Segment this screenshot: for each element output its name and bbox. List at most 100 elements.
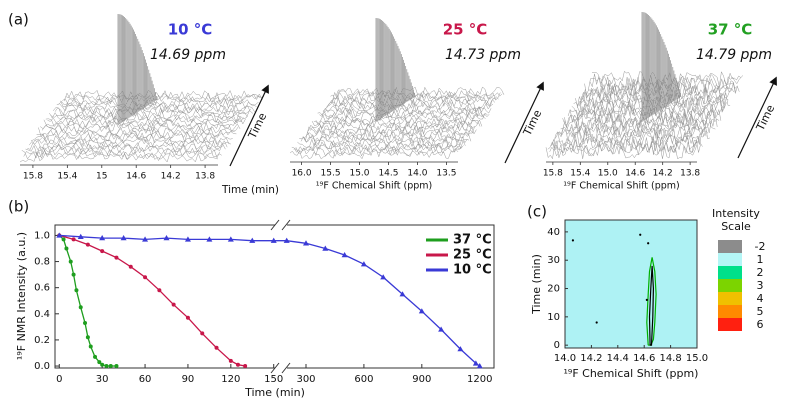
noise-trace <box>65 89 265 101</box>
scale-swatch <box>718 253 742 266</box>
noise-trace <box>21 149 221 160</box>
data-point <box>88 344 93 349</box>
time-arrow <box>229 84 269 167</box>
noise-trace <box>324 101 494 113</box>
x-tick-label: 14.2 <box>653 169 673 179</box>
data-point <box>78 305 83 310</box>
scale-swatch <box>718 318 742 331</box>
data-point <box>157 288 162 293</box>
axis-break <box>270 362 280 374</box>
data-point <box>235 362 240 367</box>
axis-break <box>281 219 291 231</box>
x-tick-label: 13.8 <box>680 169 700 179</box>
chart-subtitle: 14.79 ppm <box>696 47 772 63</box>
data-point <box>184 236 191 242</box>
x-axis-label: ¹⁹F Chemical Shift (ppm) <box>563 181 680 192</box>
data-point <box>74 288 79 293</box>
x-tick-label: 16.0 <box>292 169 312 179</box>
noise-trace <box>308 123 477 135</box>
scale-label: 6 <box>757 318 764 331</box>
scale-label: 1 <box>757 253 764 266</box>
data-point <box>399 291 406 297</box>
x-tick-label: 15.8 <box>543 169 563 179</box>
scale-title: Intensity Scale <box>712 207 760 233</box>
noise-trace <box>300 133 470 145</box>
data-point <box>128 264 133 269</box>
contour-dot <box>647 242 650 245</box>
noise-trace <box>304 128 473 140</box>
data-point <box>142 236 149 242</box>
noise-trace <box>40 124 239 136</box>
legend-label: 25 °C <box>453 248 492 263</box>
noise-trace <box>30 136 230 148</box>
noise-trace <box>562 116 714 134</box>
x-tick-label: 60 <box>139 374 152 385</box>
x-tick-label: 15.0 <box>349 169 369 179</box>
noise-trace <box>58 99 257 111</box>
scale-label: -2 <box>755 240 766 253</box>
x-tick-label: 15.4 <box>57 172 77 182</box>
axis-break <box>270 219 280 231</box>
y-tick-label: 0.8 <box>34 257 50 268</box>
x-tick-label: 120 <box>221 374 240 385</box>
legend-label: 10 °C <box>453 263 492 278</box>
plot-frame <box>54 224 495 369</box>
data-point <box>68 259 73 264</box>
scale-label: 3 <box>757 279 764 292</box>
x-tick-label: 15.4 <box>570 169 590 179</box>
x-tick-label: 15.5 <box>321 169 341 179</box>
x-tick-label: 300 <box>296 374 315 385</box>
x-tick-label: 15.8 <box>23 172 43 182</box>
y-tick-label: 30 <box>547 255 560 266</box>
x-tick-label: 14.0 <box>554 353 576 364</box>
contour-dot <box>595 321 598 324</box>
y-tick-label: 0.0 <box>34 361 50 372</box>
contour-dot <box>645 298 648 301</box>
noise-trace <box>45 116 244 128</box>
data-point <box>61 237 66 242</box>
data-point <box>56 232 63 238</box>
noise-trace <box>321 106 490 118</box>
fit-line <box>58 234 117 367</box>
panel-label: (b) <box>8 198 29 216</box>
x-tick-label: 0 <box>56 374 62 385</box>
y-tick-label: 0.6 <box>34 283 50 294</box>
x-axis-label: ¹⁹F Chemical Shift (ppm) <box>564 367 699 380</box>
noise-trace <box>54 104 254 116</box>
noise-trace <box>289 148 459 160</box>
x-tick-label: 15.0 <box>598 169 618 179</box>
noise-trace <box>49 111 248 123</box>
noise-trace <box>578 90 731 107</box>
axis-break <box>281 362 291 374</box>
scale-swatch <box>718 292 742 305</box>
contour-dot <box>571 239 575 242</box>
x-tick-label: 14.6 <box>633 353 655 364</box>
data-point <box>64 246 69 251</box>
x-tick-label: 14.4 <box>607 353 629 364</box>
x-tick-label: 13.8 <box>195 172 215 182</box>
y-tick-label: 0.2 <box>34 335 50 346</box>
x-axis-label: Time (min) <box>244 386 305 399</box>
data-point <box>322 245 329 251</box>
fit-line <box>59 234 481 367</box>
data-point <box>100 249 105 254</box>
data-point <box>185 315 190 320</box>
data-point <box>108 364 113 369</box>
x-tick-label: 90 <box>182 374 195 385</box>
chart-title: 10 °C <box>168 21 213 39</box>
contour-dot <box>639 233 642 236</box>
data-point <box>341 252 348 258</box>
x-tick-label: 14.0 <box>407 169 427 179</box>
y-tick-label: 10 <box>547 312 560 323</box>
x-tick-label: 14.6 <box>625 169 645 179</box>
data-point <box>71 237 76 242</box>
y-axis-label: Time (min) <box>530 254 543 315</box>
data-point <box>303 240 310 246</box>
noise-trace <box>27 141 226 153</box>
data-point <box>249 237 256 243</box>
x-tick-label: 150 <box>264 374 283 385</box>
x-tick-label: 900 <box>412 374 431 385</box>
chart-subtitle: 14.73 ppm <box>445 47 521 63</box>
axis-note: Time (min) <box>221 184 279 196</box>
